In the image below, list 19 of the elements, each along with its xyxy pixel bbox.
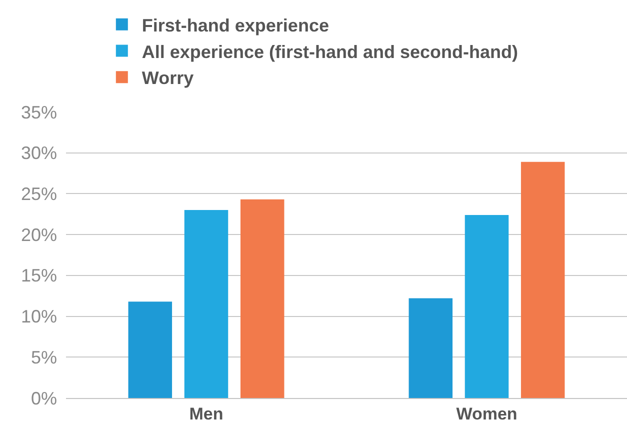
- bar: [408, 298, 453, 398]
- y-tick-label: 0%: [30, 388, 57, 408]
- bar: [128, 302, 172, 398]
- legend-label: First-hand experience: [142, 15, 329, 36]
- x-tick-label: Women: [456, 404, 518, 424]
- y-tick-label: 30%: [20, 143, 57, 164]
- bar: [184, 210, 228, 398]
- y-tick-label: 35%: [20, 102, 57, 122]
- bar: [464, 214, 509, 398]
- y-tick-label: 10%: [20, 306, 57, 327]
- y-tick-label: 25%: [20, 184, 57, 204]
- x-tick-label: Men: [189, 404, 224, 424]
- y-tick-label: 5%: [30, 347, 57, 368]
- y-tick-label: 20%: [20, 224, 57, 245]
- y-tick-label: 15%: [20, 266, 57, 286]
- bar: [520, 162, 565, 398]
- legend-label: All experience (first-hand and second-hand): [142, 42, 518, 62]
- legend-label: Worry: [142, 68, 194, 88]
- bar: [240, 199, 284, 398]
